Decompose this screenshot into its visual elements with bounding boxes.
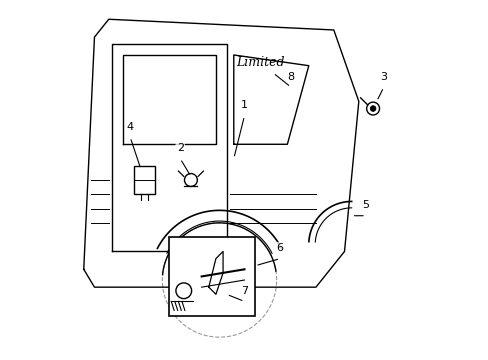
Circle shape [369, 106, 375, 111]
Bar [134, 166, 155, 194]
Text: 3: 3 [380, 72, 386, 82]
Text: 4: 4 [126, 122, 134, 132]
Text: 2: 2 [176, 143, 183, 153]
Text: 8: 8 [287, 72, 294, 82]
Text: 1: 1 [241, 100, 247, 111]
Text: Limited: Limited [236, 55, 284, 69]
Text: 7: 7 [241, 286, 247, 296]
Bar [169, 237, 255, 316]
Text: 5: 5 [362, 201, 369, 210]
Text: 6: 6 [276, 243, 283, 253]
Polygon shape [208, 251, 223, 294]
